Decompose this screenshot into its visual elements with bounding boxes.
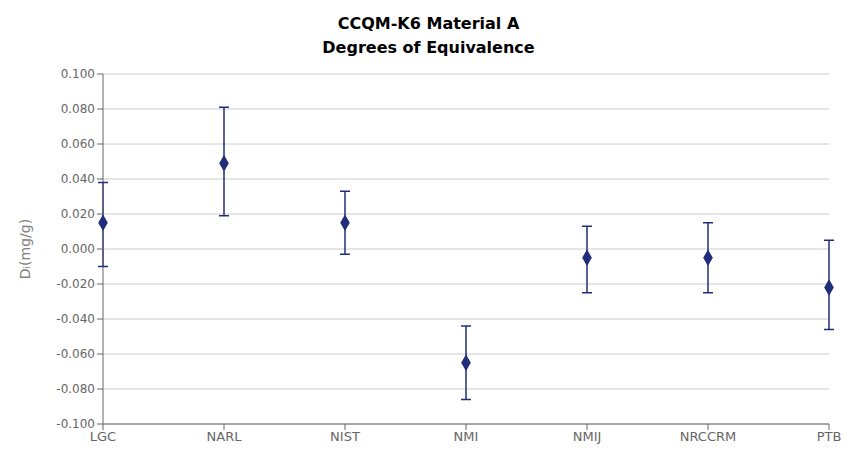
svg-text:0.000: 0.000 [61, 242, 95, 256]
svg-text:-0.020: -0.020 [56, 277, 95, 291]
svg-text:NMI: NMI [454, 429, 479, 444]
svg-text:-0.060: -0.060 [56, 347, 95, 361]
svg-text:NRCCRM: NRCCRM [680, 429, 737, 444]
svg-text:NIST: NIST [330, 429, 360, 444]
svg-text:-0.100: -0.100 [56, 417, 95, 431]
html-text:CCQM-K6 Material A: CCQM-K6 Material A [337, 14, 520, 33]
svg-text:-0.080: -0.080 [56, 382, 95, 396]
svg-text:0.040: 0.040 [61, 172, 95, 186]
svg-text:-0.040: -0.040 [56, 312, 95, 326]
svg-text:0.060: 0.060 [61, 137, 95, 151]
svg-text:0.020: 0.020 [61, 207, 95, 221]
svg-text:PTB: PTB [817, 429, 842, 444]
svg-text:0.100: 0.100 [61, 67, 95, 81]
svg-text:LGC: LGC [90, 429, 116, 444]
svg-text:Dᵢ(mg/g): Dᵢ(mg/g) [17, 219, 33, 279]
html-text:Degrees of Equivalence: Degrees of Equivalence [322, 38, 535, 57]
svg-text:NARL: NARL [207, 429, 243, 444]
svg-text:0.080: 0.080 [61, 102, 95, 116]
svg-text:NMIJ: NMIJ [573, 429, 602, 444]
